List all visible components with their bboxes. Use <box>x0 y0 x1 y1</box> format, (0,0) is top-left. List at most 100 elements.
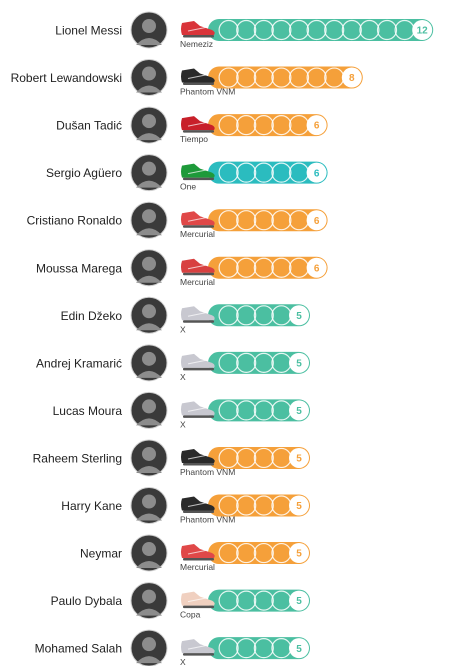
goal-ball-icon <box>236 400 257 421</box>
football-boot-icon <box>181 353 215 368</box>
goal-ball-icon <box>253 542 274 564</box>
goal-count-ball <box>306 210 327 231</box>
goal-ball-icon <box>253 305 274 326</box>
goal-ball-icon <box>218 67 239 88</box>
goal-value-label: 5 <box>296 454 302 465</box>
avatar-shoulders-icon <box>136 418 162 426</box>
avatar-head-icon <box>142 114 156 129</box>
player-name: Harry Kane <box>61 499 122 513</box>
boot-sole <box>183 35 214 38</box>
goal-bar <box>208 637 310 660</box>
goal-count-ball <box>412 20 433 40</box>
goal-count-ball <box>289 305 309 326</box>
goal-ball-icon <box>324 19 345 41</box>
player-name: Dušan Tadić <box>56 119 122 133</box>
boot-model-label: Mercurial <box>180 562 215 572</box>
avatar-head-icon <box>142 589 156 604</box>
goal-bar <box>208 542 310 565</box>
football-boot-icon <box>181 211 215 226</box>
goal-ball-icon <box>218 495 239 516</box>
goal-count-ball <box>289 495 309 516</box>
boot-sole <box>183 367 214 371</box>
goal-count-ball <box>306 115 327 136</box>
goal-ball-icon <box>271 257 292 278</box>
goal-ball-icon <box>271 542 292 564</box>
boot-stripe <box>187 121 209 127</box>
goal-count-ball <box>306 257 327 278</box>
goal-ball-icon <box>288 257 310 278</box>
player-name: Robert Lewandowski <box>11 71 122 85</box>
avatar-shoulders-icon <box>136 228 162 236</box>
goal-ball-icon <box>253 114 274 136</box>
boot-stripe <box>187 359 209 365</box>
goal-ball-icon <box>271 400 292 421</box>
player-name: Andrej Kramarić <box>36 356 122 370</box>
avatar-shoulders-icon <box>136 608 162 616</box>
goal-ball-icon <box>376 19 398 41</box>
football-boot-icon <box>181 306 215 321</box>
boot-stripe <box>187 264 209 270</box>
boot-sole <box>183 605 214 609</box>
player-name: Paulo Dybala <box>51 594 123 608</box>
goal-ball-icon <box>236 590 257 611</box>
goal-ball-icon <box>218 447 239 469</box>
boot-model-label: Mercurial <box>180 229 215 239</box>
boot-model-label: X <box>180 657 186 666</box>
player-row: Neymar 5 Mercurial <box>80 534 310 572</box>
boot-model-label: Mercurial <box>180 277 215 287</box>
goal-ball-icon <box>271 495 292 516</box>
goal-ball-icon <box>271 114 292 136</box>
boot-model-label: Phantom VNM <box>180 515 235 525</box>
goal-value-label: 5 <box>296 549 302 560</box>
goal-ball-icon <box>236 257 257 278</box>
goal-ball-icon <box>218 542 239 564</box>
avatar-head-icon <box>142 161 156 176</box>
boot-stripe <box>187 644 209 650</box>
goal-bar <box>208 446 310 469</box>
player-name: Mohamed Salah <box>35 642 122 656</box>
avatar-head-icon <box>142 66 156 81</box>
boot-model-label: Nemeziz <box>180 39 213 49</box>
goal-ball-icon <box>253 352 274 373</box>
goal-value-label: 6 <box>314 168 320 179</box>
boot-model-label: One <box>180 182 196 192</box>
avatar-head-icon <box>142 494 156 509</box>
goal-ball-icon <box>271 210 292 231</box>
player-name: Raheem Sterling <box>33 451 122 465</box>
goal-ball-icon <box>236 495 257 516</box>
goal-ball-icon <box>271 305 292 326</box>
goal-bar <box>208 589 310 612</box>
goal-value-label: 5 <box>296 311 302 322</box>
boot-model-label: Tiempo <box>180 134 208 144</box>
goal-value-label: 6 <box>314 121 320 132</box>
goal-ball-icon <box>218 257 239 278</box>
avatar-shoulders-icon <box>136 465 162 473</box>
boot-model-label: Copa <box>180 610 201 620</box>
boot-sole <box>183 510 214 513</box>
goal-ball-icon <box>394 19 415 41</box>
boot-sole <box>183 130 214 133</box>
goal-ball-icon <box>271 67 292 88</box>
goal-ball-icon <box>253 257 274 278</box>
goal-ball-icon <box>271 590 292 611</box>
player-row: Sergio Agüero 6 One <box>46 154 328 192</box>
boot-sole <box>183 225 214 228</box>
football-boot-icon <box>181 21 215 35</box>
goal-ball-icon <box>271 447 292 469</box>
boot-stripe <box>187 311 209 317</box>
player-name: Lionel Messi <box>55 24 122 38</box>
boot-stripe <box>187 74 209 80</box>
goal-ball-icon <box>218 162 239 183</box>
football-boot-icon <box>181 116 215 131</box>
boot-stripe <box>187 597 209 603</box>
football-boot-icon <box>181 448 215 463</box>
boot-model-label: Phantom VNM <box>180 87 235 97</box>
goal-count-ball <box>289 590 309 611</box>
goal-ball-icon <box>236 210 257 231</box>
goal-ball-icon <box>253 19 274 41</box>
avatar-shoulders-icon <box>136 180 162 188</box>
avatar-head-icon <box>142 304 156 319</box>
player-row: Moussa Marega 6 Mercurial <box>36 249 328 287</box>
